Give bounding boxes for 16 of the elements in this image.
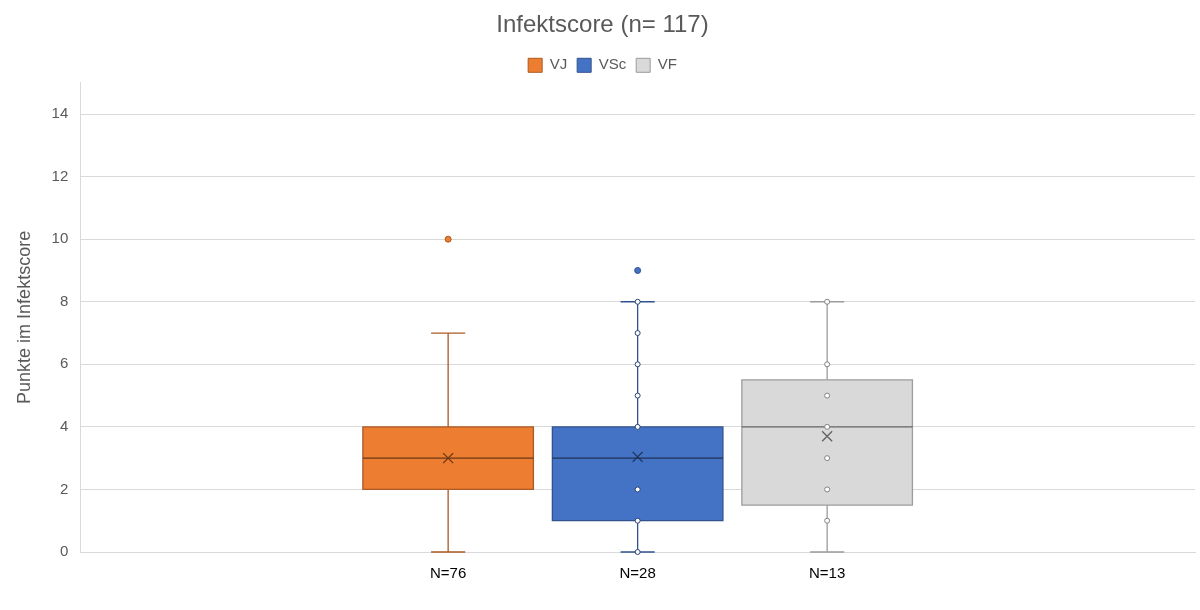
y-tick-label: 4: [59, 417, 69, 435]
y-tick-label: 10: [51, 229, 69, 247]
y-tick-label: 6: [59, 354, 69, 372]
text: N=76: [430, 563, 467, 581]
legend-label: VF: [657, 55, 677, 73]
text: N=28: [619, 563, 656, 581]
y-tick-label: 0: [59, 542, 69, 560]
chart-title: Infektscore (n= 117): [496, 10, 709, 38]
legend-label: VJ: [549, 55, 568, 73]
y-tick-label: 8: [59, 291, 69, 309]
text: N=13: [809, 563, 846, 581]
legend-label: VSc: [598, 55, 627, 73]
y-tick-label: 14: [51, 104, 69, 122]
y-tick-label: 2: [59, 479, 69, 497]
y-axis-title: Punkte im Infektscore: [13, 230, 34, 404]
y-tick-label: 12: [51, 166, 69, 184]
